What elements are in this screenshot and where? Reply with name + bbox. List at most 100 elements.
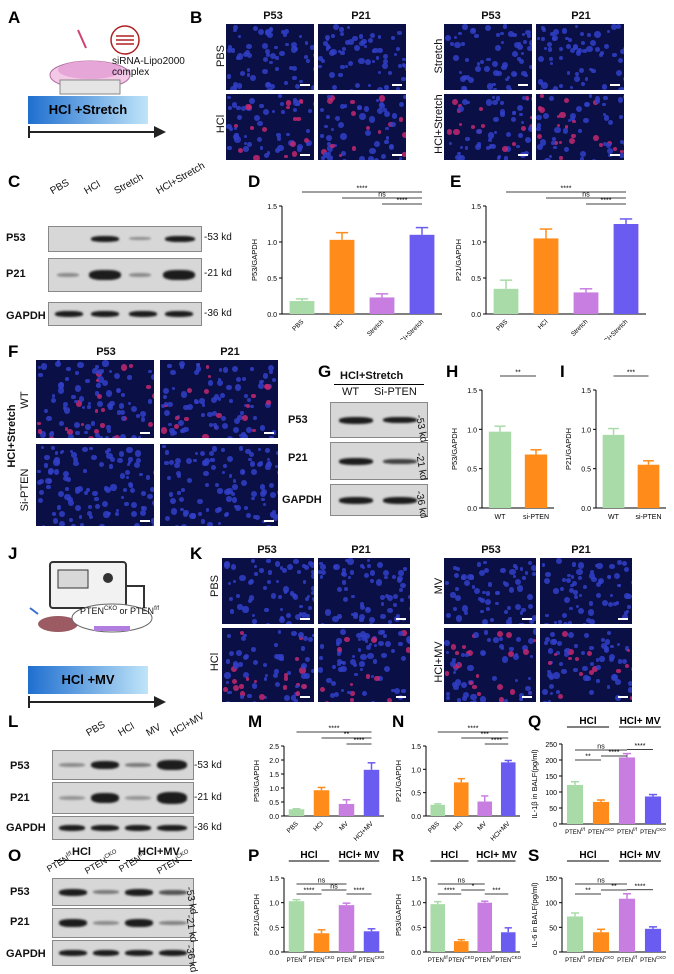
c-band-gapdh-4: [165, 311, 193, 317]
c-band-p21-hclstretch: [163, 270, 195, 280]
panel-j-schematic: PTENCKO or PTENf/f: [28, 556, 188, 666]
y-axis-label: P21/GAPDH: [454, 239, 463, 281]
panel-letter-g: G: [318, 362, 332, 381]
bar-1: [592, 932, 610, 952]
y-tick-label: 2.0: [269, 758, 279, 765]
l-blot-p21: [52, 782, 194, 814]
category-main: PTEN: [475, 958, 491, 964]
c-band-p53-stretch: [129, 237, 151, 240]
l-band-p21-mv: [125, 796, 151, 800]
panel-letter-s: S: [528, 846, 540, 865]
l-band-p21-pbs: [59, 796, 85, 800]
chart-e-p21: 0.0 0.5 1.0 1.5 P21/GAPDH PBS HCl Stretch HCl+St…: [454, 186, 646, 340]
k-row-pbs: PBS: [209, 575, 221, 598]
b-col-p21-right: P21: [571, 10, 591, 22]
l-band-gapdh-1: [59, 825, 85, 831]
b-col-p21-left: P21: [351, 10, 371, 22]
k-col-p53-right: P53: [481, 544, 501, 556]
g-band-p21-sipten: [383, 459, 417, 464]
y-tick-label: 1.0: [269, 901, 279, 908]
g-row-gapdh: GAPDH: [282, 494, 322, 506]
o-band-p53-2: [93, 890, 119, 894]
group-header-0: HCl: [300, 850, 317, 861]
l-kd-53: -53 kd: [194, 760, 222, 771]
category-sup: CKO: [656, 955, 666, 960]
bar-0: [488, 431, 512, 508]
l-lane-pbs: PBS: [84, 719, 108, 739]
y-tick-label: 0.5: [581, 467, 591, 474]
o-row-p21: P21: [10, 916, 30, 928]
group-header-0: HCl: [579, 850, 596, 861]
category-label-2: PTENf/f: [617, 827, 638, 836]
bar-3: [500, 932, 516, 952]
y-tick-label: 1.0: [471, 240, 481, 247]
category-main: PTEN: [428, 958, 444, 964]
y-tick-label: 150: [545, 774, 557, 781]
o-band-gapdh-4: [159, 950, 187, 956]
g-band-gapdh-wt: [339, 497, 373, 504]
group-header-1: HCl+ MV: [476, 850, 517, 861]
group-header-0: HCl: [579, 716, 596, 727]
panel-letter-k: K: [190, 544, 203, 563]
c-band-p21-pbs: [57, 273, 79, 277]
group-header-1: HCl+ MV: [339, 850, 380, 861]
k-image-pbs-p53: [222, 558, 314, 624]
category-main: PTEN: [359, 958, 375, 964]
panel-letter-f: F: [8, 342, 19, 361]
y-tick-label: 0: [553, 950, 557, 957]
category-label-0: PTENf/f: [565, 955, 586, 964]
k-col-p21-left: P21: [351, 544, 371, 556]
c-blot-p53: [48, 226, 202, 252]
category-label-2: Stretch: [366, 318, 386, 338]
sig-label-0: ****: [468, 726, 479, 733]
bar-3: [644, 928, 662, 952]
panel-letter-m: M: [248, 712, 263, 731]
o-band-gapdh-1: [59, 950, 87, 956]
k-image-hclmv-p21: [540, 628, 632, 702]
category-label-0: PBS: [495, 318, 510, 333]
c-lane-pbs: PBS: [48, 177, 72, 197]
sirna-complex-label: siRNA-Lipo2000 complex: [112, 56, 185, 78]
category-label-1: HCl: [452, 820, 465, 833]
o-lane-3: PTENf/f: [117, 850, 146, 874]
category-main: PTEN: [640, 830, 656, 836]
bar-0: [602, 434, 625, 508]
g-blot-gapdh: [330, 484, 428, 516]
bar-0: [288, 809, 305, 816]
y-tick-label: 1.5: [267, 204, 277, 211]
y-tick-label: 150: [545, 876, 557, 883]
bar-2: [477, 801, 493, 816]
o-row-p53: P53: [10, 886, 30, 898]
y-tick-label: 1.5: [471, 204, 481, 211]
category-main: PTEN: [565, 958, 581, 964]
y-tick-label: 1.5: [581, 388, 591, 395]
f-group-label: HCl+Stretch: [6, 404, 18, 468]
category-sup: CKO: [656, 827, 666, 832]
l-lane-mv: MV: [144, 721, 163, 739]
y-tick-label: 0.5: [269, 800, 279, 807]
category-main: PTEN: [617, 830, 633, 836]
bar-0: [566, 784, 584, 824]
l-band-gapdh-3: [125, 825, 151, 831]
category-sup: CKO: [325, 955, 335, 960]
c-row-p21: P21: [6, 268, 26, 280]
sig-label-0: ****: [329, 726, 340, 733]
category-label-3: PTENCKO: [495, 955, 521, 964]
timeline-arrow: [28, 126, 166, 138]
y-tick-label: 1.0: [581, 427, 591, 434]
category-sup: f/f: [581, 955, 586, 960]
panel-letter-r: Q: [528, 712, 542, 731]
sig-label-3: ****: [354, 888, 365, 895]
k-image-pbs-p21: [318, 558, 410, 624]
c-lane-stretch: Stretch: [112, 171, 146, 197]
category-label-3: HCl+Stretch: [396, 318, 426, 340]
category-label-1: HCl: [333, 318, 346, 331]
bar-1: [637, 464, 660, 508]
pten-mouse-label: PTENCKO or PTENf/f: [80, 606, 160, 616]
panel-letter-b: B: [190, 8, 203, 27]
f-image-sipten-p21: [160, 444, 278, 526]
o-band-p53-4: [159, 890, 187, 895]
bar-1: [453, 782, 469, 816]
pten-mouse-text-2: PTEN: [130, 606, 155, 616]
